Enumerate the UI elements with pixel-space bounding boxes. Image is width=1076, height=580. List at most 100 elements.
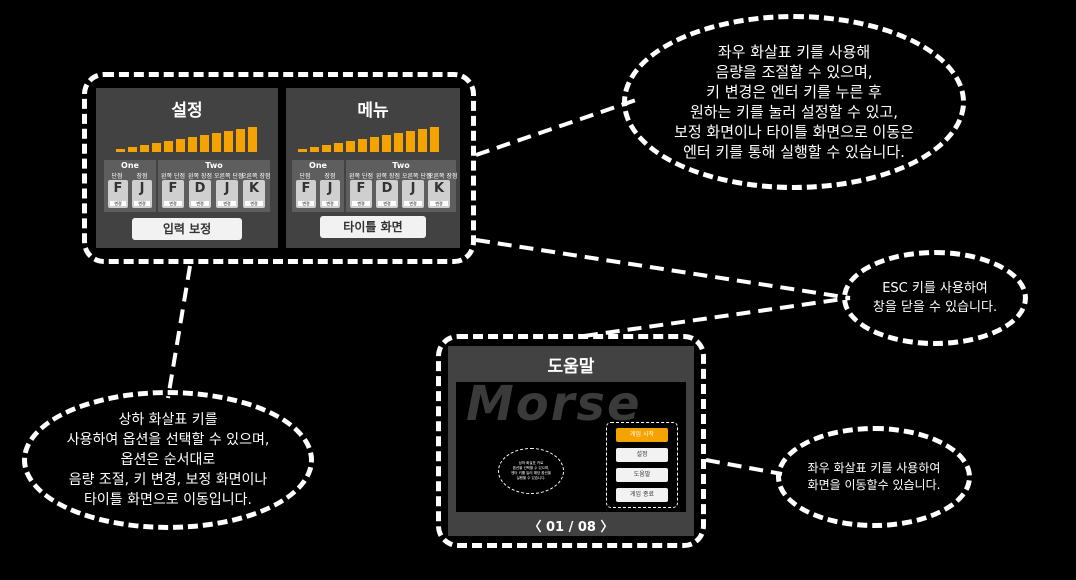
page-indicator[interactable]: 〈 01 / 08 〉 <box>528 520 614 535</box>
mode-label: 장점 <box>136 173 148 180</box>
volume-level-12 <box>248 127 257 152</box>
mode-label: 오른쪽 단점 <box>402 173 432 180</box>
volume-level-7 <box>370 137 379 152</box>
volume-level-9 <box>394 133 403 152</box>
volume-level-3 <box>140 145 149 152</box>
key-label: J <box>139 181 145 196</box>
callout-option-select: 상하 화살표 키를 사용하여 옵션을 선택할 수 있으며, 옵션은 순서대로 음… <box>22 390 314 530</box>
volume-level-6 <box>358 139 367 152</box>
mini-note-ellipse: 상하 화살표 키로 옵션을 선택할 수 있으며, 엔터 키를 눌러 해당 옵션을… <box>498 448 564 494</box>
key-change-label: 변경 <box>322 201 338 206</box>
callout-text: ESC 키를 사용하여 창을 닫을 수 있습니다. <box>872 281 998 315</box>
key-label: D <box>381 181 393 196</box>
volume-level-1 <box>298 149 307 152</box>
two-key-group: Two 왼쪽 단점 왼쪽 장점 오른쪽 단점 오른쪽 장점 F 변경 D 변경 … <box>346 160 458 212</box>
menu-title: 메뉴 <box>357 101 389 121</box>
key-button[interactable]: J 변경 <box>216 180 238 208</box>
key-label: F <box>301 181 311 196</box>
settings-panel: 설정 One 단점 장점 F 변경 J 변경 Two 왼쪽 단점 왼쪽 장점 오… <box>96 88 278 248</box>
volume-level-11 <box>418 129 427 152</box>
mode-label: 장점 <box>324 173 336 180</box>
help-frame <box>436 334 706 548</box>
key-change-label: 변경 <box>218 201 236 206</box>
menu-panel: 메뉴 One 단점 장점 F 변경 J 변경 Two 왼쪽 단점 왼쪽 장점 오… <box>286 88 460 248</box>
key-button[interactable]: K 변경 <box>428 180 450 208</box>
key-button[interactable]: J 변경 <box>320 180 340 208</box>
key-change-label: 변경 <box>134 201 150 206</box>
volume-level-2 <box>310 147 319 152</box>
callout-text: 상하 화살표 키를 사용하여 옵션을 선택할 수 있으며, 옵션은 순서대로 음… <box>66 412 270 508</box>
callout-text: 좌우 화살표 키를 사용하여 화면을 이동할수 있습니다. <box>807 461 941 492</box>
volume-level-11 <box>236 129 245 152</box>
mode-label: 단점 <box>299 173 311 180</box>
title-screen-button[interactable]: 타이틀 화면 <box>320 216 426 238</box>
volume-level-4 <box>152 143 161 152</box>
key-change-label: 변경 <box>378 201 396 206</box>
key-button[interactable]: D 변경 <box>189 180 211 208</box>
key-button[interactable]: J 변경 <box>402 180 424 208</box>
help-preview: Morse 상하 화살표 키로 옵션을 선택할 수 있으며, 엔터 키를 눌러 … <box>456 376 686 512</box>
two-group-label: Two <box>392 161 410 170</box>
key-button[interactable]: F 변경 <box>108 180 128 208</box>
volume-level-7 <box>188 137 197 152</box>
key-change-label: 변경 <box>110 201 126 206</box>
volume-level-6 <box>176 139 185 152</box>
callout-esc: ESC 키를 사용하여 창을 닫을 수 있습니다. <box>842 250 1028 346</box>
input-calibration-button[interactable]: 입력 보정 <box>132 218 242 240</box>
mode-label: 단점 <box>111 173 123 180</box>
key-button[interactable]: F 변경 <box>162 180 184 208</box>
key-button[interactable]: F 변경 <box>350 180 372 208</box>
mode-label: 오른쪽 장점 <box>241 173 271 180</box>
volume-level-4 <box>334 143 343 152</box>
key-change-label: 변경 <box>430 201 448 206</box>
volume-level-2 <box>128 147 137 152</box>
exit-game-button[interactable]: 게임 종료 <box>616 488 668 502</box>
key-label: F <box>356 181 366 196</box>
one-key-group: One 단점 장점 F 변경 J 변경 <box>104 160 156 212</box>
help-title: 도움말 <box>547 357 595 377</box>
one-group-label: One <box>309 161 327 170</box>
key-change-label: 변경 <box>404 201 422 206</box>
key-label: F <box>168 181 178 196</box>
key-button[interactable]: D 변경 <box>376 180 398 208</box>
key-label: K <box>248 181 260 196</box>
key-label: J <box>224 181 230 196</box>
one-key-group: One 단점 장점 F 변경 J 변경 <box>292 160 344 212</box>
key-label: F <box>113 181 123 196</box>
key-button[interactable]: K 변경 <box>243 180 265 208</box>
mode-label: 왼쪽 단점 <box>161 173 185 180</box>
mode-label: 오른쪽 장점 <box>428 173 458 180</box>
key-button[interactable]: F 변경 <box>296 180 316 208</box>
key-change-label: 변경 <box>191 201 209 206</box>
two-group-label: Two <box>205 161 223 170</box>
help-panel: 도움말 Morse 상하 화살표 키로 옵션을 선택할 수 있으며, 엔터 키를… <box>448 346 694 536</box>
volume-bar[interactable] <box>298 126 448 152</box>
volume-level-1 <box>116 149 125 152</box>
key-change-label: 변경 <box>245 201 263 206</box>
mode-label: 왼쪽 장점 <box>376 173 400 180</box>
volume-level-9 <box>212 133 221 152</box>
volume-bar[interactable] <box>116 126 260 152</box>
settings-title: 설정 <box>171 101 203 121</box>
callout-volume-keys: 좌우 화살표 키를 사용해 음량을 조절할 수 있으며, 키 변경은 엔터 키를… <box>622 14 966 190</box>
callout-page-nav: 좌우 화살표 키를 사용하여 화면을 이동할수 있습니다. <box>776 426 972 528</box>
volume-level-8 <box>382 135 391 152</box>
mini-note-text: 상하 화살표 키로 옵션을 선택할 수 있으며, 엔터 키를 눌러 해당 옵션을… <box>511 461 551 480</box>
key-label: D <box>194 181 206 196</box>
mode-label: 왼쪽 단점 <box>349 173 373 180</box>
key-label: K <box>433 181 445 196</box>
settings-button[interactable]: 설정 <box>616 448 668 462</box>
key-button[interactable]: J 변경 <box>132 180 152 208</box>
volume-level-10 <box>406 131 415 152</box>
key-label: J <box>410 181 416 196</box>
mode-label: 왼쪽 장점 <box>188 173 212 180</box>
volume-level-5 <box>164 141 173 152</box>
one-group-label: One <box>121 161 139 170</box>
volume-level-8 <box>200 135 209 152</box>
key-label: J <box>327 181 333 196</box>
key-change-label: 변경 <box>298 201 314 206</box>
help-button[interactable]: 도움말 <box>616 468 668 482</box>
start-game-button[interactable]: 게임 시작 <box>616 428 668 442</box>
mode-label: 오른쪽 단점 <box>214 173 244 180</box>
